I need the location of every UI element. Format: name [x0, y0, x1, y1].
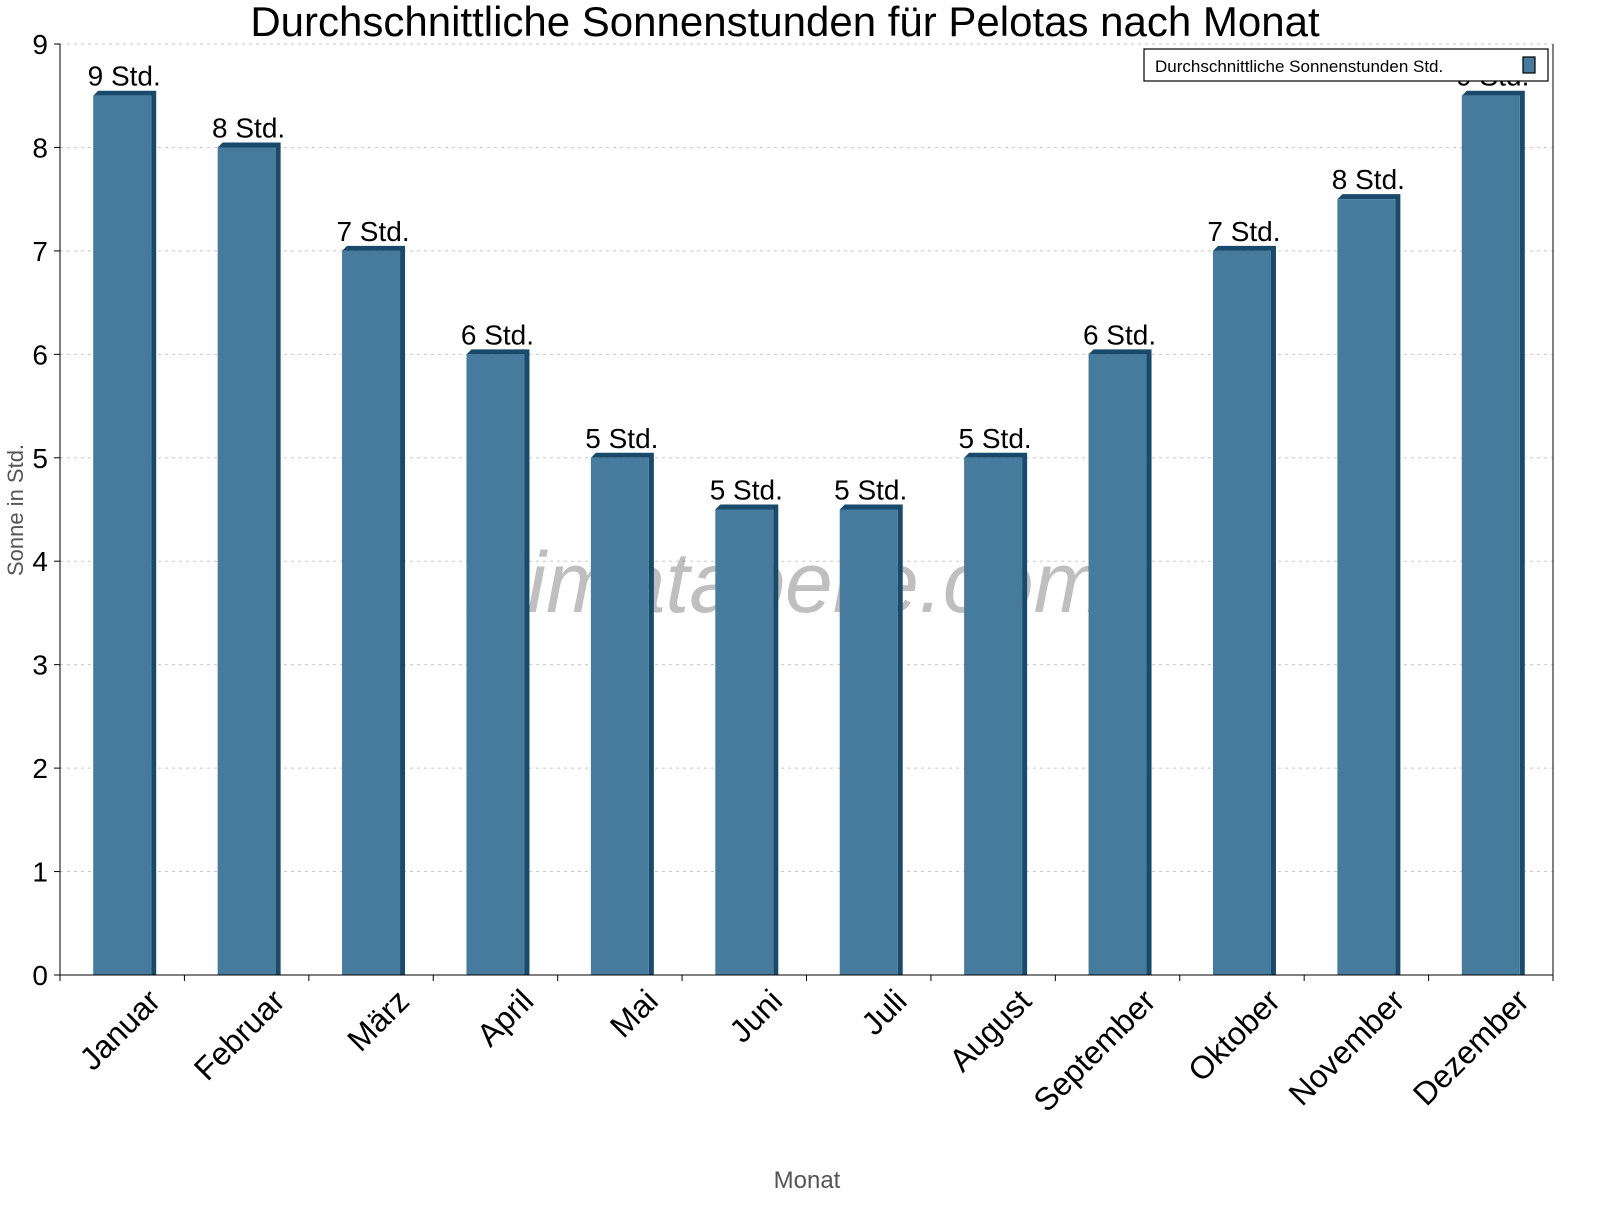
bar: [217, 147, 276, 975]
y-tick-label: 1: [32, 857, 48, 888]
data-label: 6 Std.: [461, 319, 534, 350]
x-tick-label: August: [942, 982, 1038, 1078]
bar: [964, 457, 1023, 975]
legend-swatch: [1522, 56, 1536, 74]
x-tick-label: Juni: [722, 982, 789, 1049]
chart-title: Durchschnittliche Sonnenstunden für Pelo…: [250, 0, 1320, 45]
y-axis-label: Sonne in Std.: [3, 444, 28, 576]
bar: [1461, 95, 1520, 975]
y-tick-label: 7: [32, 236, 48, 267]
legend-label: Durchschnittliche Sonnenstunden Std.: [1155, 57, 1443, 76]
data-label: 7 Std.: [336, 216, 409, 247]
y-tick-label: 8: [32, 132, 48, 163]
bar: [93, 95, 152, 975]
x-tick-label: Oktober: [1181, 982, 1287, 1088]
x-tick-label: September: [1026, 982, 1162, 1118]
x-tick-label: Januar: [73, 982, 168, 1077]
y-tick-label: 9: [32, 29, 48, 60]
data-label: 5 Std.: [585, 423, 658, 454]
data-label: 5 Std.: [710, 475, 783, 506]
data-label: 5 Std.: [834, 475, 907, 506]
bar: [1212, 250, 1271, 975]
data-label: 5 Std.: [959, 423, 1032, 454]
data-label: 6 Std.: [1083, 319, 1156, 350]
x-tick-label: November: [1281, 982, 1411, 1112]
data-label: 8 Std.: [212, 112, 285, 143]
bar: [466, 354, 525, 975]
x-tick-label: Mai: [603, 982, 665, 1044]
bar: [1088, 354, 1147, 975]
data-label: 7 Std.: [1207, 216, 1280, 247]
x-tick-label: Dezember: [1406, 982, 1536, 1112]
bar: [715, 509, 774, 975]
x-tick-label: März: [340, 982, 416, 1058]
data-label: 8 Std.: [1332, 164, 1405, 195]
x-axis-label: Monat: [774, 1167, 841, 1194]
y-tick-label: 2: [32, 753, 48, 784]
x-tick-label: Juli: [854, 982, 913, 1041]
y-tick-label: 4: [32, 546, 48, 577]
x-tick-label: Februar: [187, 982, 292, 1087]
bar: [839, 509, 898, 975]
x-tick-label: April: [470, 982, 541, 1053]
data-label: 9 Std.: [88, 61, 161, 92]
y-tick-label: 5: [32, 443, 48, 474]
y-tick-label: 3: [32, 650, 48, 681]
legend: Durchschnittliche Sonnenstunden Std.: [1143, 48, 1549, 82]
bar: [590, 457, 649, 975]
y-tick-label: 0: [32, 960, 48, 991]
y-tick-label: 6: [32, 339, 48, 370]
bar: [342, 250, 401, 975]
bar: [1337, 199, 1396, 975]
